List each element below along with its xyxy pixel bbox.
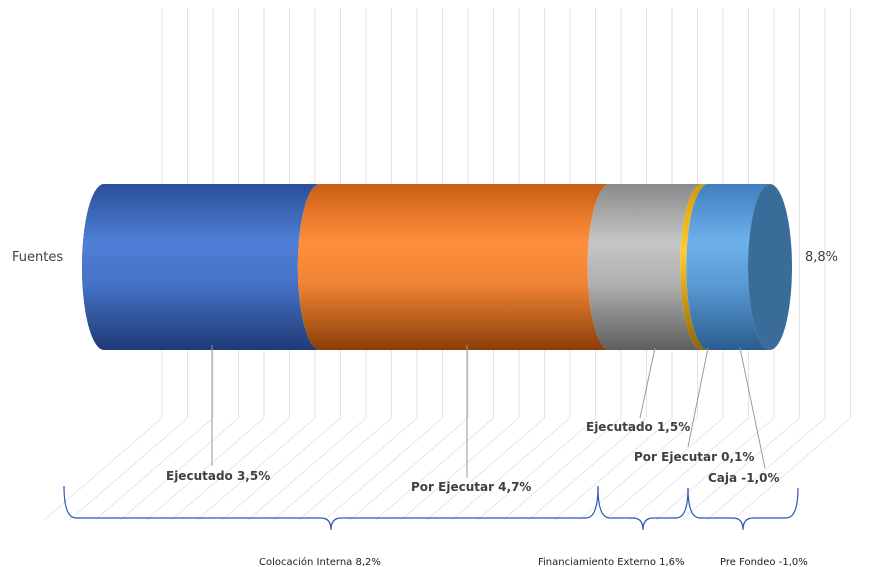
gridline (171, 417, 290, 521)
gridline (247, 417, 367, 521)
gridline (375, 417, 494, 521)
data-label-ejecutado-1: Ejecutado 3,5% (166, 469, 270, 483)
leader-lines (211, 345, 766, 478)
gridline (451, 417, 571, 521)
gridline (94, 417, 214, 521)
gridline (324, 417, 443, 521)
category-label: Fuentes (12, 250, 63, 265)
gridline (553, 417, 673, 521)
gridline (349, 417, 469, 521)
group-label-financiamiento: Financiamiento Externo 1,6% (538, 557, 685, 567)
brace-financiamiento (597, 487, 689, 531)
brace-pre-fondeo (687, 487, 799, 531)
gridline (69, 417, 188, 521)
gridline (502, 417, 622, 521)
gridline (630, 417, 749, 521)
data-label-por-ejecutar-1: Por Ejecutar 4,7% (411, 480, 531, 494)
leader-line-ejecutado-2 (639, 347, 656, 419)
gridline (298, 417, 418, 521)
cylinder-bar (82, 184, 792, 350)
gridline (426, 417, 545, 521)
bar-segment-ejecutado-2 (587, 184, 703, 350)
cylinder-right-cap (748, 184, 792, 350)
gridline (528, 417, 647, 521)
data-label-caja: Caja -1,0% (708, 471, 780, 485)
gridline (120, 417, 239, 521)
bar-segment-ejecutado-1 (82, 184, 320, 350)
group-label-pre-fondeo: Pre Fondeo -1,0% (720, 557, 808, 567)
bar-segment-caja (686, 184, 770, 350)
data-label-ejecutado-2: Ejecutado 1,5% (586, 420, 690, 434)
gridline (706, 417, 826, 521)
gridline (196, 417, 316, 521)
brace-colocacion (63, 485, 599, 531)
group-label-colocacion: Colocación Interna 8,2% (259, 556, 381, 567)
leader-line-caja (739, 347, 766, 469)
gridline (222, 417, 341, 521)
gridline (43, 417, 163, 521)
gridline (604, 417, 724, 521)
total-label: 8,8% (805, 250, 838, 265)
data-label-por-ejecutar-2: Por Ejecutar 0,1% (634, 450, 754, 464)
gridline (732, 417, 851, 521)
gridline (145, 417, 265, 521)
gridline (681, 417, 800, 521)
gridline (273, 417, 392, 521)
bar-segment-por-ejecutar-2 (680, 184, 709, 350)
group-braces (63, 485, 799, 531)
gridline (477, 417, 596, 521)
gridline (400, 417, 520, 521)
bar-segment-por-ejecutar-1 (297, 184, 610, 350)
gridline (655, 417, 775, 521)
leader-line-por-ejecutar-2 (687, 347, 709, 448)
